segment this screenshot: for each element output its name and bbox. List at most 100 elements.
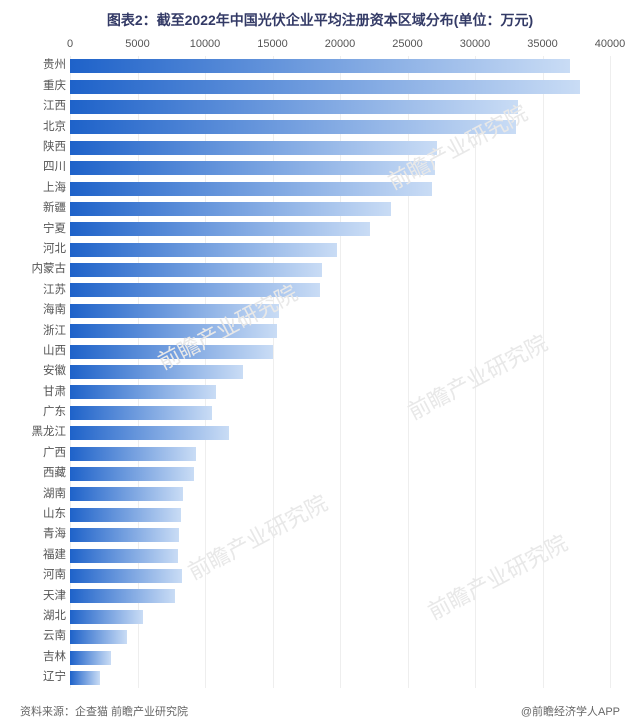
y-category-label: 宁夏 — [16, 224, 66, 236]
chart-title: 图表2：截至2022年中国光伏企业平均注册资本区域分布(单位：万元) — [0, 0, 640, 38]
y-category-label: 福建 — [16, 550, 66, 562]
bar-row: 陕西 — [70, 138, 610, 158]
y-category-label: 吉林 — [16, 652, 66, 664]
bar — [70, 569, 182, 583]
y-category-label: 河北 — [16, 244, 66, 256]
bar — [70, 100, 518, 114]
bar — [70, 549, 178, 563]
bar-row: 甘肃 — [70, 382, 610, 402]
bar — [70, 263, 322, 277]
source-label: 资料来源：企查猫 前瞻产业研究院 — [20, 703, 188, 719]
bar-row: 上海 — [70, 178, 610, 198]
y-category-label: 辽宁 — [16, 672, 66, 684]
x-axis: 0500010000150002000025000300003500040000 — [70, 38, 610, 56]
bar-row: 河南 — [70, 566, 610, 586]
y-category-label: 云南 — [16, 631, 66, 643]
bar-row: 浙江 — [70, 321, 610, 341]
y-category-label: 青海 — [16, 529, 66, 541]
bar-row: 辽宁 — [70, 668, 610, 688]
bar — [70, 304, 279, 318]
bar — [70, 487, 183, 501]
x-tick-label: 5000 — [125, 38, 149, 50]
bar-row: 青海 — [70, 525, 610, 545]
bar-row: 重庆 — [70, 76, 610, 96]
bar-row: 广西 — [70, 443, 610, 463]
bar — [70, 426, 229, 440]
bar — [70, 161, 435, 175]
bar-row: 江西 — [70, 97, 610, 117]
y-category-label: 浙江 — [16, 326, 66, 338]
y-category-label: 上海 — [16, 183, 66, 195]
x-tick-label: 20000 — [325, 38, 356, 50]
y-category-label: 陕西 — [16, 142, 66, 154]
bar — [70, 406, 212, 420]
bar — [70, 447, 196, 461]
y-category-label: 河南 — [16, 570, 66, 582]
x-tick-label: 25000 — [392, 38, 423, 50]
bar — [70, 610, 143, 624]
bar — [70, 324, 277, 338]
bar-row: 安徽 — [70, 362, 610, 382]
bar — [70, 365, 243, 379]
chart-area: 0500010000150002000025000300003500040000… — [20, 38, 620, 688]
bar-row: 宁夏 — [70, 219, 610, 239]
y-category-label: 广西 — [16, 448, 66, 460]
y-category-label: 山西 — [16, 346, 66, 358]
x-tick-label: 40000 — [595, 38, 626, 50]
y-category-label: 新疆 — [16, 203, 66, 215]
bar-row: 云南 — [70, 627, 610, 647]
bar — [70, 467, 194, 481]
y-category-label: 北京 — [16, 122, 66, 134]
attribution-label: @前瞻经济学人APP — [521, 703, 620, 719]
y-category-label: 黑龙江 — [16, 427, 66, 439]
bar — [70, 345, 273, 359]
bar-row: 四川 — [70, 158, 610, 178]
bar-row: 西藏 — [70, 464, 610, 484]
bar-row: 海南 — [70, 301, 610, 321]
x-tick-label: 0 — [67, 38, 73, 50]
bar-row: 广东 — [70, 403, 610, 423]
gridline — [610, 56, 611, 688]
bar-row: 新疆 — [70, 199, 610, 219]
bar-row: 湖北 — [70, 607, 610, 627]
bar — [70, 59, 570, 73]
bar — [70, 141, 437, 155]
bar-row: 北京 — [70, 117, 610, 137]
chart-footer: 资料来源：企查猫 前瞻产业研究院 @前瞻经济学人APP — [20, 703, 620, 719]
y-category-label: 重庆 — [16, 81, 66, 93]
bar — [70, 651, 111, 665]
x-tick-label: 10000 — [190, 38, 221, 50]
y-category-label: 安徽 — [16, 366, 66, 378]
y-category-label: 西藏 — [16, 468, 66, 480]
bar — [70, 182, 432, 196]
bar-row: 山西 — [70, 341, 610, 361]
bar — [70, 243, 337, 257]
bar-row: 江苏 — [70, 280, 610, 300]
bar — [70, 508, 181, 522]
y-category-label: 山东 — [16, 509, 66, 521]
bar — [70, 222, 370, 236]
y-category-label: 湖南 — [16, 489, 66, 501]
bar — [70, 385, 216, 399]
bar-row: 吉林 — [70, 647, 610, 667]
y-category-label: 天津 — [16, 591, 66, 603]
bar-row: 内蒙古 — [70, 260, 610, 280]
bar — [70, 630, 127, 644]
y-category-label: 四川 — [16, 162, 66, 174]
bar — [70, 80, 580, 94]
y-category-label: 江西 — [16, 101, 66, 113]
y-category-label: 内蒙古 — [16, 264, 66, 276]
bar — [70, 202, 391, 216]
bar-row: 河北 — [70, 240, 610, 260]
bar — [70, 283, 320, 297]
x-tick-label: 35000 — [527, 38, 558, 50]
plot-area: 贵州重庆江西北京陕西四川上海新疆宁夏河北内蒙古江苏海南浙江山西安徽甘肃广东黑龙江… — [70, 56, 610, 688]
bar-row: 黑龙江 — [70, 423, 610, 443]
bar — [70, 589, 175, 603]
bar — [70, 671, 100, 685]
x-tick-label: 15000 — [257, 38, 288, 50]
y-category-label: 湖北 — [16, 611, 66, 623]
y-category-label: 海南 — [16, 305, 66, 317]
y-category-label: 甘肃 — [16, 387, 66, 399]
y-category-label: 江苏 — [16, 285, 66, 297]
